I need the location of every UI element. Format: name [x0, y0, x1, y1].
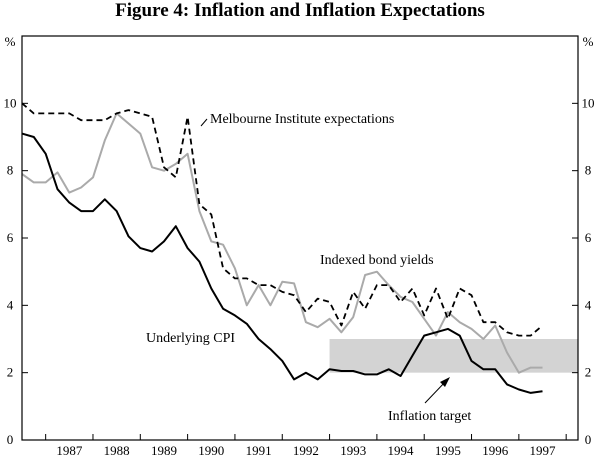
- x-tick-label: 1988: [104, 443, 130, 457]
- y-tick-label-left: 2: [7, 365, 14, 380]
- y-tick-label-right: 8: [585, 163, 592, 178]
- x-tick-label: 1996: [482, 443, 509, 457]
- series-line: [21, 132, 543, 394]
- x-tick-label: 1987: [56, 443, 83, 457]
- x-tick-label: 1995: [435, 443, 461, 457]
- label-melbourne-expectations: Melbourne Institute expectations: [210, 112, 394, 127]
- melbourne-leader-line: [200, 118, 208, 127]
- target-arrow-line: [424, 380, 447, 404]
- x-tick-label: 1993: [340, 443, 366, 457]
- x-tick-label: 1989: [151, 443, 177, 457]
- chart-title: Figure 4: Inflation and Inflation Expect…: [115, 0, 485, 21]
- y-tick-label-left: 6: [7, 230, 14, 245]
- x-tick-label: 1990: [198, 443, 224, 457]
- x-tick-label: 1992: [293, 443, 319, 457]
- plot-frame: [21, 35, 579, 441]
- label-layer: 0 0 2 2 4 4 6 6 8 8 10 10 1987 1988 1989 1990 1991 1992 19…: [4, 95, 595, 457]
- y-tick-label-left: 0: [7, 432, 14, 447]
- y-tick-label-right: 10: [582, 95, 595, 110]
- series-line: [21, 112, 543, 374]
- series-layer: [21, 102, 544, 394]
- tick-layer: [22, 102, 578, 440]
- y-unit-left: %: [5, 34, 16, 49]
- x-tick-label: 1994: [388, 443, 415, 457]
- series-line: [21, 102, 544, 337]
- target-arrow-head: [440, 377, 450, 387]
- label-inflation-target: Inflation target: [388, 409, 471, 424]
- y-tick-label-right: 2: [585, 365, 592, 380]
- y-unit-right: %: [583, 34, 594, 49]
- y-tick-label-right: 4: [585, 297, 592, 312]
- x-tick-label: 1997: [530, 443, 557, 457]
- y-tick-label-left: 4: [7, 297, 14, 312]
- y-tick-label-left: 10: [4, 95, 17, 110]
- x-tick-label: 1991: [246, 443, 272, 457]
- label-indexed-bond-yields: Indexed bond yields: [320, 253, 434, 268]
- y-tick-label-right: 0: [585, 432, 592, 447]
- label-underlying-cpi: Underlying CPI: [146, 331, 235, 346]
- y-tick-label-right: 6: [585, 230, 592, 245]
- y-tick-label-left: 8: [7, 163, 14, 178]
